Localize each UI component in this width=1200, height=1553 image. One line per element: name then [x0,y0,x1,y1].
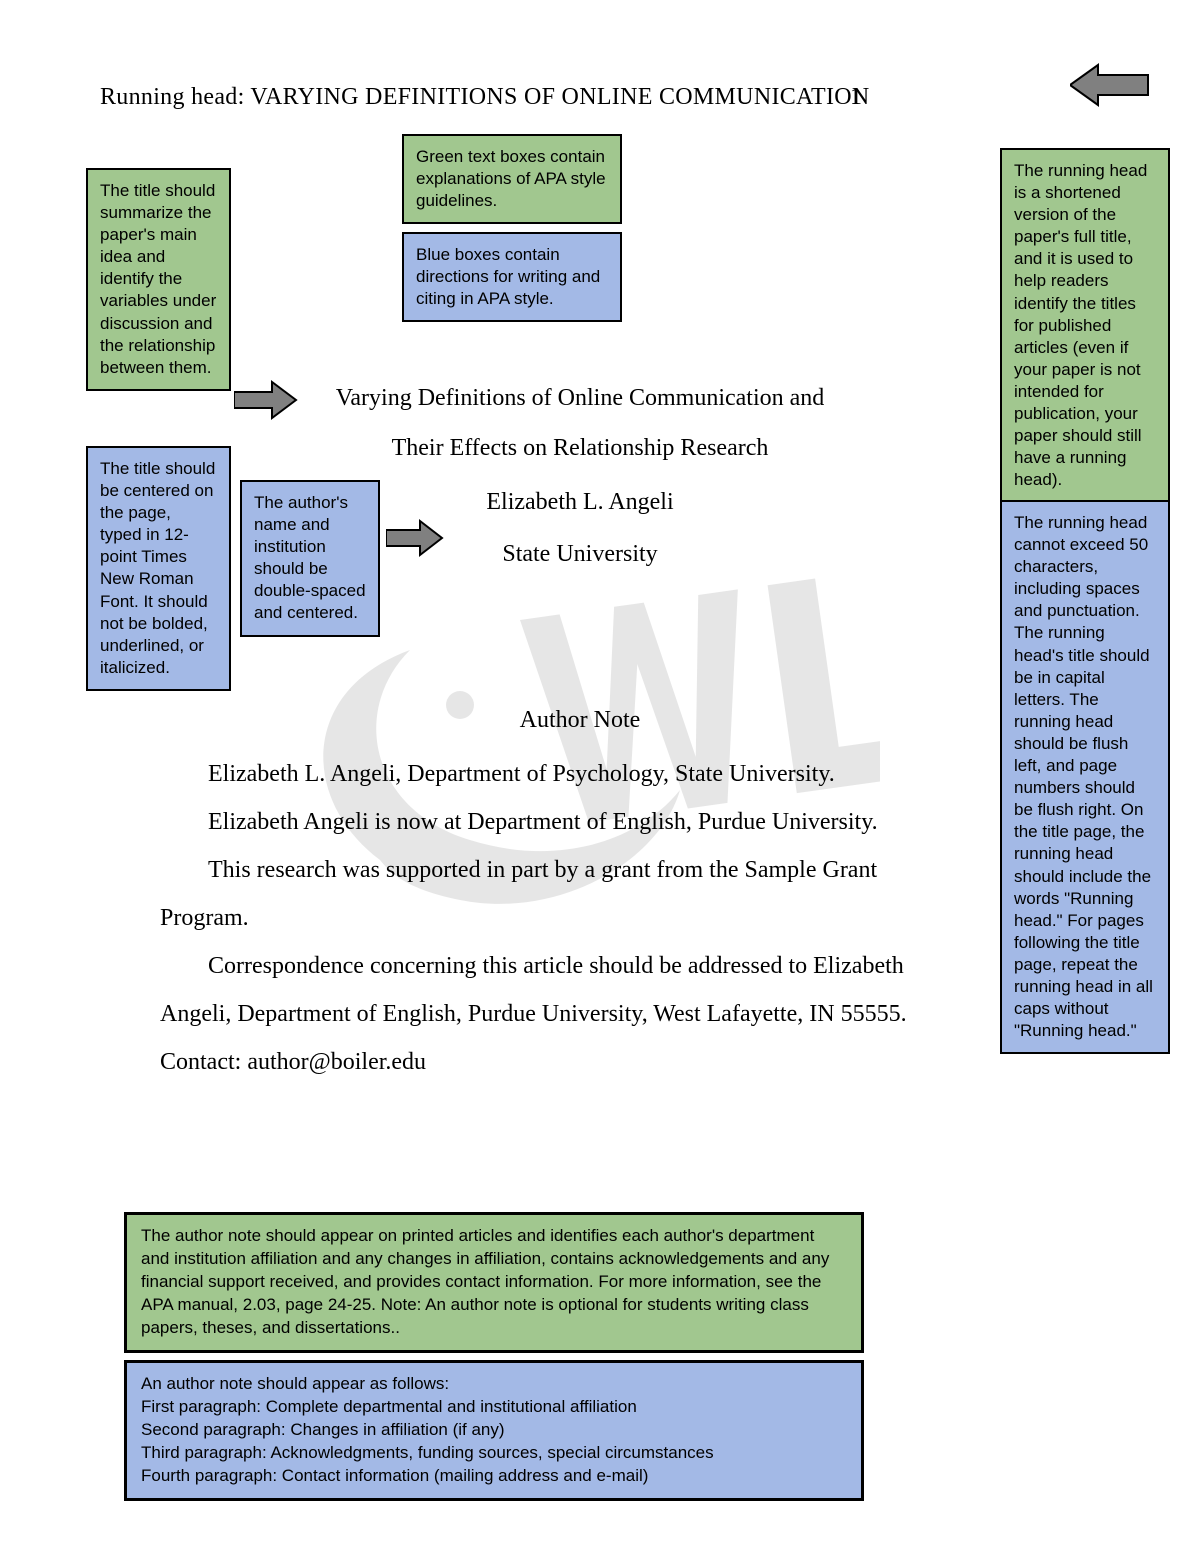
blue-l1: First paragraph: Complete departmental a… [141,1396,847,1419]
running-head-green: The running head is a shortened version … [1000,148,1170,503]
note-p2: Elizabeth Angeli is now at Department of… [160,798,940,846]
title-explain-green: The title should summarize the paper's m… [86,168,231,391]
page-number: 1 [850,84,862,111]
page: Running head: VARYING DEFINITIONS OF ONL… [0,0,1200,1553]
author-note-body: Elizabeth L. Angeli, Department of Psych… [160,750,940,1086]
blue-l2: Second paragraph: Changes in affiliation… [141,1419,847,1442]
paper-author: Elizabeth L. Angeli [300,484,860,520]
note-p4a: Correspondence concerning this article s… [160,942,940,990]
note-p3a: This research was supported in part by a… [160,846,940,894]
blue-l3: Third paragraph: Acknowledgments, fundin… [141,1442,847,1465]
note-p1: Elizabeth L. Angeli, Department of Psych… [160,750,940,798]
paper-institution: State University [300,536,860,572]
author-note-heading: Author Note [300,702,860,738]
author-note-explain-green: The author note should appear on printed… [124,1212,864,1353]
legend-green-box: Green text boxes contain explanations of… [402,134,622,224]
running-head-blue: The running head cannot exceed 50 charac… [1000,500,1170,1054]
blue-intro: An author note should appear as follows: [141,1373,847,1396]
paper-title-line2: Their Effects on Relationship Research [300,430,860,466]
note-p4c: Contact: author@boiler.edu [160,1038,940,1086]
paper-title-line1: Varying Definitions of Online Communicat… [300,380,860,416]
note-p4b: Angeli, Department of English, Purdue Un… [160,990,940,1038]
title-format-blue: The title should be centered on the page… [86,446,231,691]
arrow-right-icon [234,378,298,422]
author-note-structure-blue: An author note should appear as follows:… [124,1360,864,1501]
running-head: Running head: VARYING DEFINITIONS OF ONL… [100,84,870,111]
legend-blue-box: Blue boxes contain directions for writin… [402,232,622,322]
arrow-left-icon [1070,60,1150,110]
note-p3b: Program. [160,894,940,942]
blue-l4: Fourth paragraph: Contact information (m… [141,1465,847,1488]
